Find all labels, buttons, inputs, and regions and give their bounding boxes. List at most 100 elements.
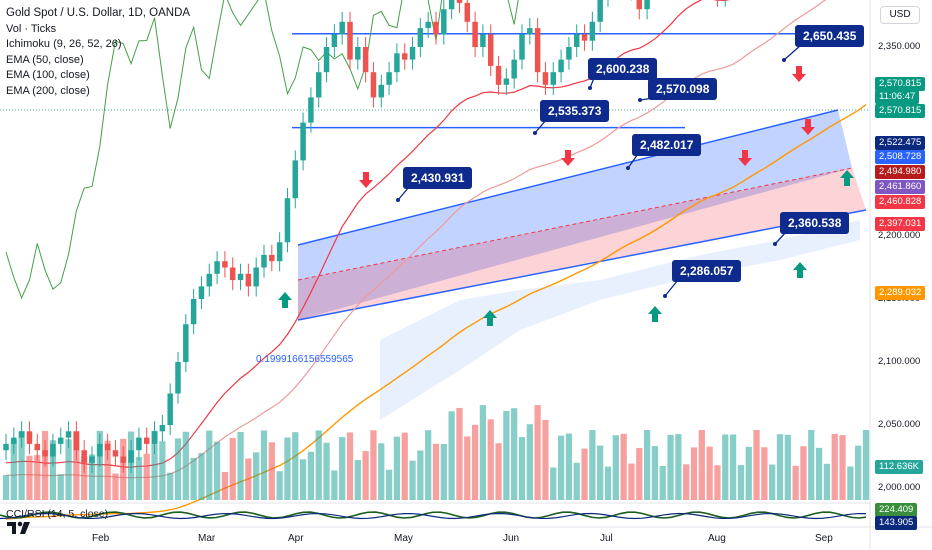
time-tick-label: Jun <box>503 533 520 544</box>
level-callout[interactable]: 2,570.098 <box>648 78 718 100</box>
indicator-ema-50[interactable]: EMA (50, close) <box>6 53 84 66</box>
price-tick-label: 2,000.000 <box>878 482 921 493</box>
volume-bar <box>651 446 659 500</box>
price-tick-label: 2,200.000 <box>878 230 921 241</box>
volume-bar <box>831 433 838 500</box>
candle-body <box>589 21 596 41</box>
price-badge: 2,570.815 <box>875 77 926 91</box>
candle-body <box>128 450 134 463</box>
candle-body <box>386 72 392 85</box>
volume-bar <box>620 433 627 500</box>
price-tick-label: 2,050.000 <box>878 419 921 430</box>
candle-body <box>519 34 525 60</box>
volume-bar <box>784 434 791 500</box>
candle-body <box>261 254 267 268</box>
volume-bar <box>307 451 315 500</box>
candle-body <box>73 431 80 451</box>
currency-button[interactable]: USD <box>880 6 920 24</box>
candle-body <box>151 431 158 444</box>
level-callout[interactable]: 2,650.435 <box>795 25 865 47</box>
level-callout[interactable]: 2,600.238 <box>588 58 658 80</box>
volume-bar <box>706 446 713 500</box>
volume-bar <box>331 470 338 500</box>
symbol-title[interactable]: Gold Spot / U.S. Dollar, 1D, OANDA <box>6 7 191 19</box>
volume-bar <box>855 445 862 500</box>
candle-body <box>284 198 291 243</box>
callout-pointer <box>397 186 410 201</box>
volume-bar <box>737 465 745 500</box>
candle-body <box>566 47 572 60</box>
candle-body <box>308 97 314 123</box>
candle-body <box>347 21 353 60</box>
candle-body <box>573 34 580 47</box>
volume-bar <box>847 466 854 500</box>
callout-anchor-dot <box>588 86 592 90</box>
candle-body <box>190 299 197 325</box>
candle-body <box>644 0 650 10</box>
volume-bar <box>151 430 158 500</box>
callout-pointer <box>627 153 639 169</box>
candle-body <box>57 437 64 444</box>
candle-body <box>300 122 306 161</box>
candle-body <box>50 443 56 457</box>
candle-body <box>81 450 87 463</box>
indicator-ema-200[interactable]: EMA (200, close) <box>6 84 90 97</box>
level-callout[interactable]: 2,535.373 <box>540 100 610 122</box>
volume-bar <box>112 473 119 500</box>
volume-bar <box>628 463 635 500</box>
candle-body <box>315 72 322 98</box>
sell-arrow-icon <box>561 150 575 166</box>
indicator-ema-100[interactable]: EMA (100, close) <box>6 69 90 81</box>
indicator-volume[interactable]: Vol · Ticks <box>6 22 57 35</box>
volume-bar <box>323 442 330 500</box>
volume-bar <box>448 411 455 500</box>
candle-body <box>18 431 25 438</box>
volume-bar <box>518 437 526 500</box>
candle-body <box>480 34 486 47</box>
chikou-span-line <box>5 0 519 300</box>
callout-pointer <box>783 44 802 61</box>
cci-line <box>0 511 867 519</box>
volume-bar <box>487 419 494 500</box>
level-callout[interactable]: 2,430.931 <box>403 167 473 189</box>
candle-body <box>229 267 236 281</box>
level-callout[interactable]: 2,482.017 <box>632 134 702 156</box>
volume-bar <box>456 407 463 500</box>
volume-bar <box>643 430 651 500</box>
callout-pointer <box>664 279 679 297</box>
fib-ratio-label: 0.1999166156559565 <box>256 354 354 365</box>
volume-bar <box>292 432 299 500</box>
time-tick-label: Feb <box>92 533 110 544</box>
volume-bar <box>18 431 25 500</box>
volume-bar <box>401 432 408 500</box>
volume-bar <box>190 457 197 500</box>
volume-bar <box>862 430 870 500</box>
candle-body <box>167 393 173 425</box>
volume-bar <box>769 464 776 500</box>
volume-bar <box>479 405 487 500</box>
volume-bar <box>49 440 57 500</box>
volume-bar <box>276 471 283 500</box>
level-callout[interactable]: 2,286.057 <box>672 260 742 282</box>
volume-bar <box>409 460 416 500</box>
candle-body <box>159 425 166 432</box>
callout-anchor-dot <box>396 198 400 202</box>
volume-bar <box>690 447 698 500</box>
volume-bar <box>284 437 291 500</box>
channel-lower-fill <box>298 168 866 320</box>
channel-top-line <box>297 109 839 246</box>
candle-body <box>495 65 502 85</box>
volume-bar <box>565 433 573 500</box>
candle-body <box>534 28 541 73</box>
volume-bar <box>229 437 236 500</box>
volume-bar <box>26 455 33 500</box>
indicator-ichimoku[interactable]: Ichimoku (9, 26, 52, 26) <box>6 38 122 50</box>
volume-bar <box>839 435 846 500</box>
candle-body <box>511 59 517 79</box>
level-callout[interactable]: 2,360.538 <box>780 212 850 234</box>
candle-body <box>597 0 603 22</box>
oscillator-label[interactable]: CCI/RSI (14, 5, close) <box>6 508 109 520</box>
sell-arrow-icon <box>738 150 752 166</box>
